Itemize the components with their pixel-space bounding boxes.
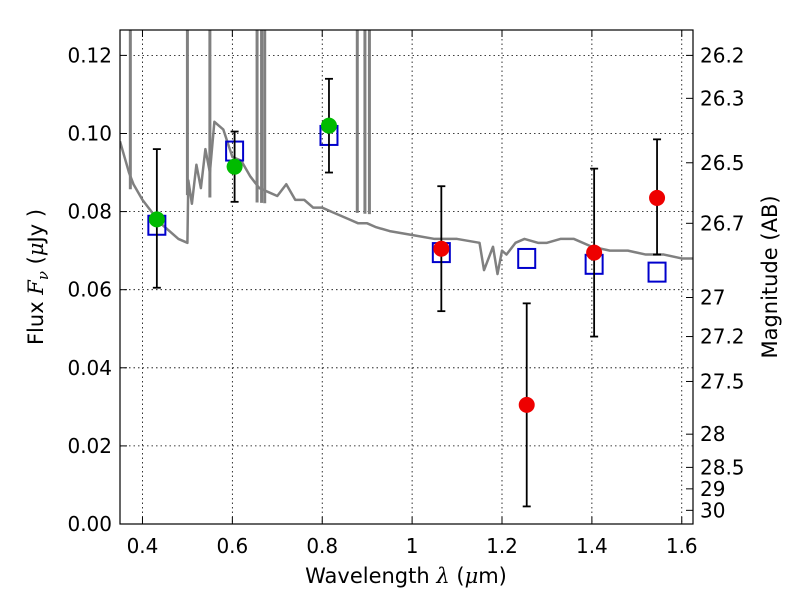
model-photometry-markers [147, 124, 667, 283]
optical-point-1 [226, 158, 243, 175]
nir-point-3 [649, 189, 666, 206]
observed-photometry-markers [148, 117, 666, 413]
y-axis-ticks: 0.00 0.02 0.04 0.06 0.08 0.10 0.12 [67, 43, 127, 536]
y-axis-label: Flux Fν (μJy ) [24, 209, 52, 345]
model-spectrum-line [120, 120, 693, 276]
y2-tick-label-4: 27 [700, 286, 725, 310]
x-tick-label-6: 1.6 [666, 534, 698, 558]
y2-tick-label-3: 26.7 [700, 211, 745, 235]
nir-point-2 [586, 244, 603, 261]
optical-point-0 [148, 211, 165, 228]
x-tick-label-1: 0.6 [216, 534, 248, 558]
y2-tick-label-1: 26.3 [700, 86, 745, 110]
y-tick-label-1: 0.02 [67, 434, 112, 458]
y2-tick-label-8: 28.5 [700, 455, 745, 479]
x-tick-label-3: 1 [406, 534, 419, 558]
y2-tick-label-5: 27.2 [700, 325, 745, 349]
y2-tick-label-9: 29 [700, 477, 725, 501]
y2-tick-label-0: 26.2 [700, 43, 745, 67]
nir-point-0 [433, 240, 450, 257]
plot-area [120, 30, 693, 508]
y-tick-label-5: 0.10 [67, 121, 112, 145]
y-tick-label-6: 0.12 [67, 43, 112, 67]
x-tick-label-5: 1.4 [576, 534, 608, 558]
x-tick-label-2: 0.8 [306, 534, 338, 558]
y2-axis-label: Magnitude (AB) [758, 195, 782, 358]
model-photometry-square-4 [517, 247, 537, 269]
y2-tick-label-10: 30 [700, 498, 725, 522]
plot-frame [119, 29, 694, 525]
x-tick-label-4: 1.2 [486, 534, 518, 558]
model-photometry-square-6 [647, 261, 667, 283]
x-axis-ticks: 0.4 0.6 0.8 1 1.2 1.4 1.6 [127, 30, 698, 558]
x-axis-label: Wavelength λ (μm) [305, 564, 507, 588]
y-tick-label-0: 0.00 [67, 512, 112, 536]
y-tick-label-4: 0.08 [67, 200, 112, 224]
x-tick-label-0: 0.4 [127, 534, 159, 558]
y-tick-label-3: 0.06 [67, 278, 112, 302]
optical-point-2 [320, 117, 337, 134]
nir-point-1 [518, 396, 535, 413]
y2-tick-label-7: 28 [700, 422, 725, 446]
y2-tick-label-6: 27.5 [700, 369, 745, 393]
y2-tick-label-2: 26.5 [700, 151, 745, 175]
y-tick-label-2: 0.04 [67, 356, 112, 380]
